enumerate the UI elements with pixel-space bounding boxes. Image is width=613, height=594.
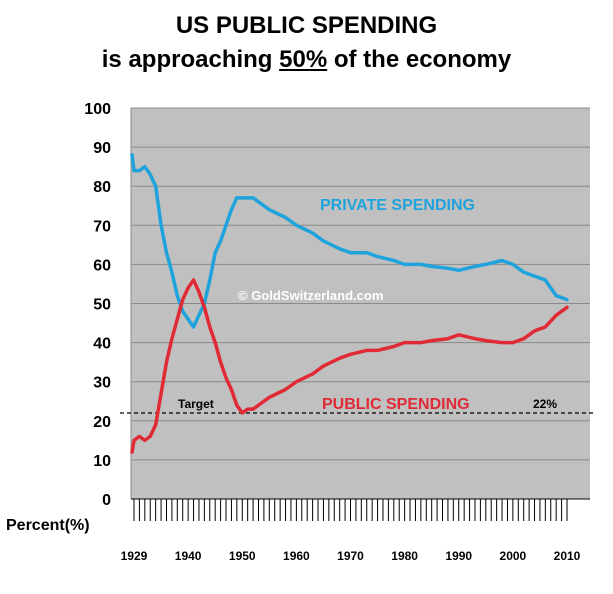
private-spending-label: PRIVATE SPENDING bbox=[320, 197, 475, 214]
x-tick-label-1940: 1940 bbox=[175, 549, 202, 563]
y-tick-label-60: 60 bbox=[93, 257, 111, 274]
x-tick-label-1980: 1980 bbox=[391, 549, 418, 563]
x-tick-label-1929: 1929 bbox=[121, 549, 148, 563]
y-tick-label-20: 20 bbox=[93, 414, 111, 431]
series-group bbox=[130, 153, 569, 454]
y-tick-label-10: 10 bbox=[93, 453, 111, 470]
target-value-label: 22% bbox=[533, 397, 557, 411]
y-axis-unit-label: Percent(%) bbox=[6, 517, 90, 534]
y-tick-label-90: 90 bbox=[93, 140, 111, 157]
chart-title-line1: US PUBLIC SPENDING bbox=[175, 12, 438, 39]
chart-title-line2: is approaching 50% of the economy bbox=[0, 46, 613, 74]
gridlines bbox=[130, 107, 590, 499]
x-tick-label-1960: 1960 bbox=[283, 549, 310, 563]
x-tick-label-2000: 2000 bbox=[500, 549, 527, 563]
y-tick-label-70: 70 bbox=[93, 218, 111, 235]
watermark: © GoldSwitzerland.com bbox=[238, 288, 383, 303]
title-part-post: of the economy bbox=[327, 46, 512, 73]
series-line-private bbox=[130, 153, 569, 329]
x-tick-label-1950: 1950 bbox=[229, 549, 256, 563]
target-label: Target bbox=[178, 397, 214, 411]
x-tick-label-2010: 2010 bbox=[554, 549, 581, 563]
x-tick-label-1970: 1970 bbox=[337, 549, 364, 563]
title-part-emph: 50% bbox=[279, 46, 328, 73]
y-tick-label-80: 80 bbox=[93, 179, 111, 196]
public-spending-label: PUBLIC SPENDING bbox=[322, 396, 470, 413]
y-tick-label-40: 40 bbox=[93, 336, 111, 353]
x-tick-label-1990: 1990 bbox=[445, 549, 472, 563]
title-part-pre: is approaching bbox=[101, 46, 280, 73]
y-tick-label-0: 0 bbox=[102, 492, 111, 509]
y-tick-label-100: 100 bbox=[84, 101, 111, 118]
y-tick-label-30: 30 bbox=[93, 375, 111, 392]
x-axis-ticks: 1929 1940 1950 1960 1970 1980 1990 2000 2010 bbox=[121, 499, 581, 563]
y-tick-label-50: 50 bbox=[93, 297, 111, 314]
y-axis-ticks: 0 10 20 30 40 50 60 70 80 90 100 bbox=[84, 101, 111, 509]
series-line-public bbox=[130, 278, 569, 454]
